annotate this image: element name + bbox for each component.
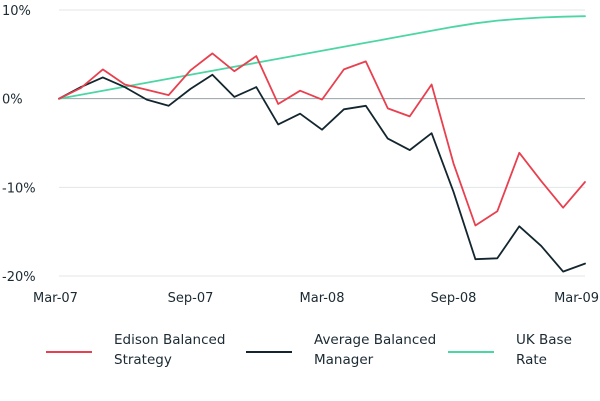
legend-label-base-rate: UK Base Rate xyxy=(516,330,572,370)
legend-label-average-line2: Manager xyxy=(314,352,374,368)
series-lines xyxy=(58,15,586,273)
x-tick-label: Mar-08 xyxy=(300,291,345,306)
legend-label-edison-line2: Strategy xyxy=(114,352,172,368)
y-axis-ticks: 10% 0% -10% -20% xyxy=(2,4,36,285)
series-line-average-balanced-manager xyxy=(58,73,586,273)
legend-label-base-rate-line1: UK Base xyxy=(516,332,572,348)
legend-swatch-average xyxy=(246,351,292,353)
y-tick-label: -20% xyxy=(2,270,36,285)
legend-label-base-rate-line2: Rate xyxy=(516,352,547,368)
legend-item-base-rate: UK Base Rate xyxy=(448,330,572,370)
y-tick-label: 10% xyxy=(2,4,31,19)
y-tick-label: 0% xyxy=(2,93,23,108)
legend: Edison Balanced Strategy Average Balance… xyxy=(0,330,600,390)
legend-item-edison: Edison Balanced Strategy xyxy=(46,330,225,370)
legend-item-average: Average Balanced Manager xyxy=(246,330,436,370)
legend-label-average-line1: Average Balanced xyxy=(314,332,437,348)
legend-label-average: Average Balanced Manager xyxy=(314,330,436,370)
legend-swatch-edison xyxy=(46,351,92,353)
x-axis-ticks: Mar-07 Sep-07 Mar-08 Sep-08 Mar-09 xyxy=(33,291,599,306)
series-line-uk-base-rate xyxy=(58,15,586,100)
x-tick-label: Sep-08 xyxy=(431,291,477,306)
x-tick-label: Sep-07 xyxy=(168,291,214,306)
series-line-edison-balanced-strategy xyxy=(58,52,586,227)
legend-swatch-base-rate xyxy=(448,351,494,353)
y-tick-label: -10% xyxy=(2,181,36,196)
line-chart: 10%0%-10%-20% Mar-07 Sep-07 Mar-08 Sep-08 Ma… xyxy=(2,4,599,306)
legend-label-edison-line1: Edison Balanced xyxy=(114,332,226,348)
x-tick-label: Mar-09 xyxy=(554,291,599,306)
legend-label-edison: Edison Balanced Strategy xyxy=(114,330,225,370)
x-tick-label: Mar-07 xyxy=(33,291,78,306)
